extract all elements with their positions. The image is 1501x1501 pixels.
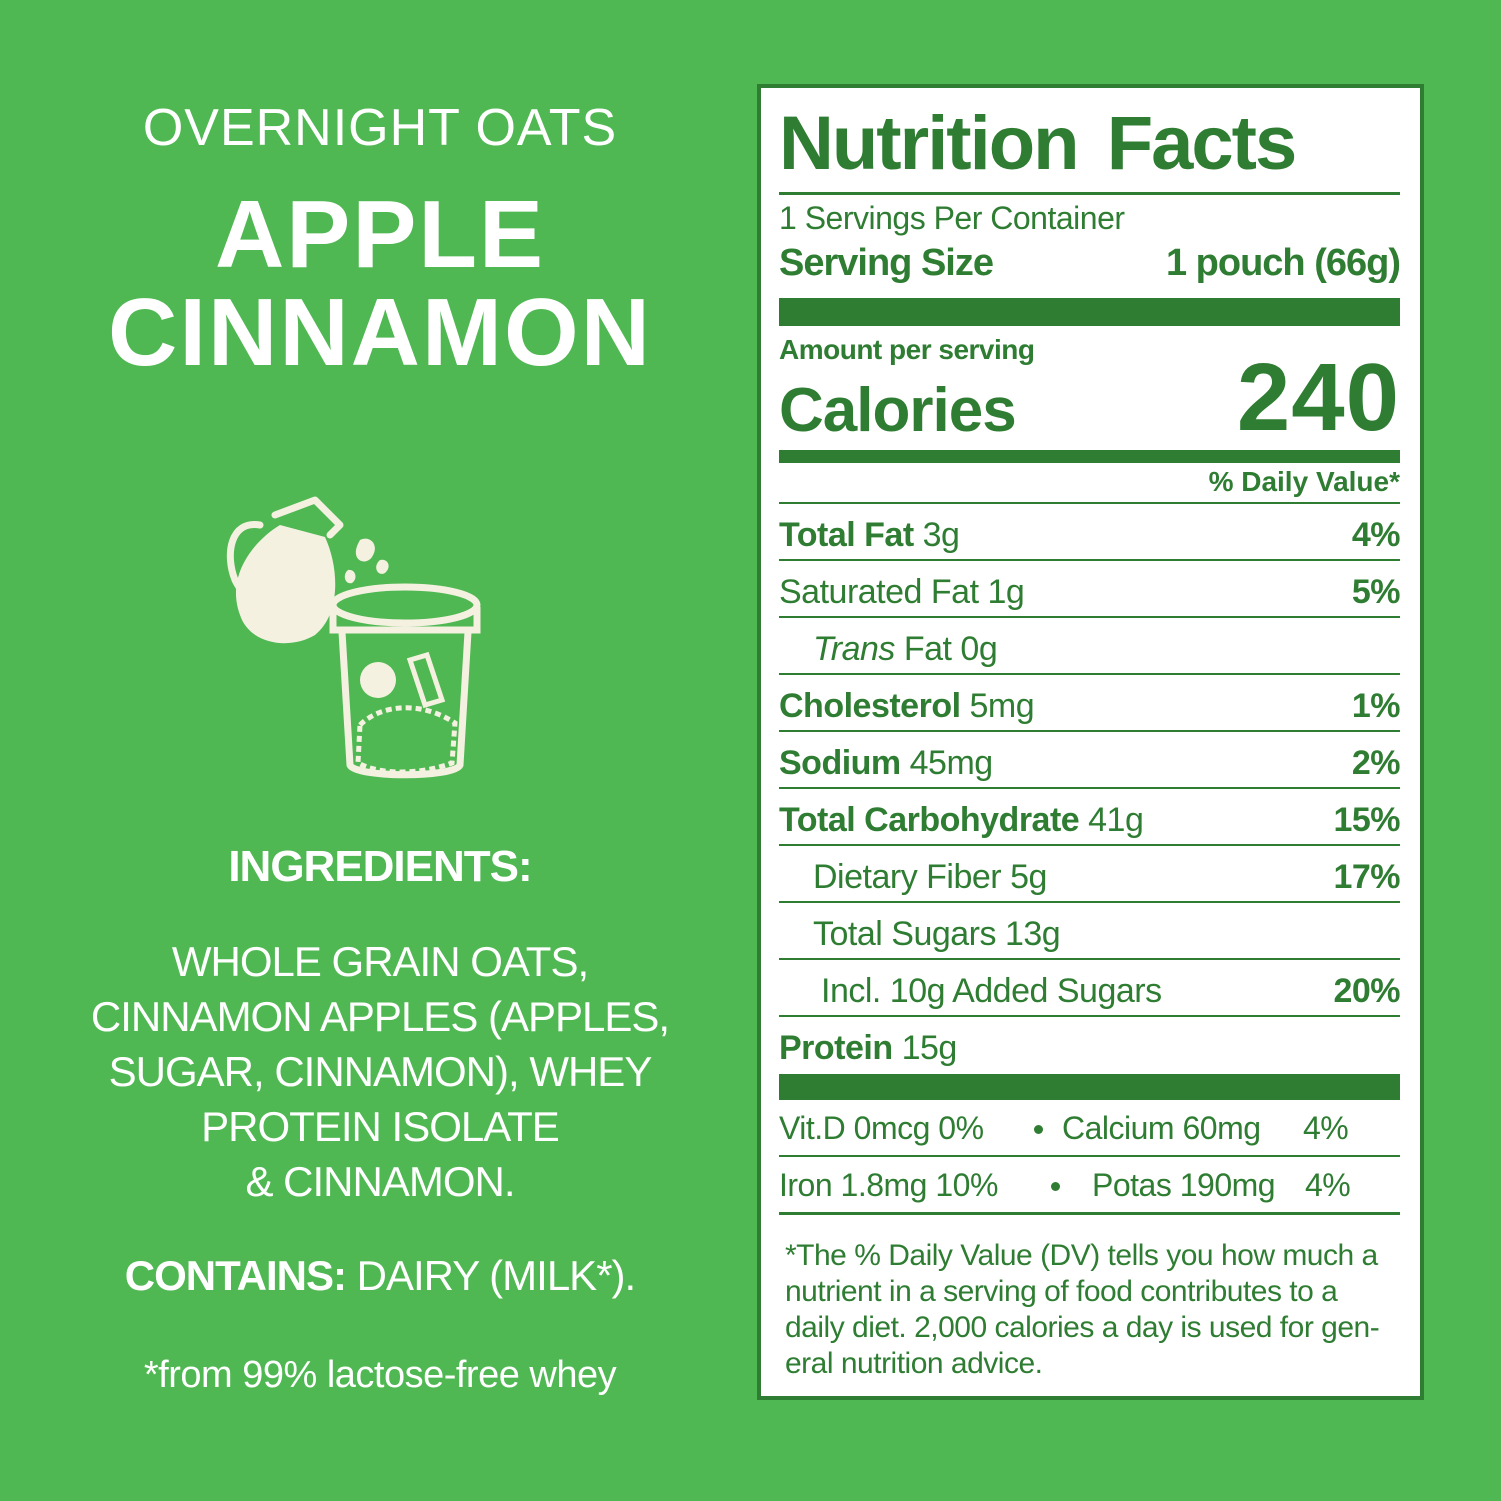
nutrient-name: Cholesterol <box>779 687 961 725</box>
ingredient-line: CINNAMON APPLES (APPLES, <box>90 993 670 1040</box>
nutrient-name: Saturated Fat <box>779 573 979 611</box>
micronutrient-amount: 0mcg <box>853 1110 931 1146</box>
nutrient-dv: 20% <box>1333 972 1400 1010</box>
nutrient-name: Dietary Fiber <box>813 858 1002 896</box>
nutrient-row: Saturated Fat 1g 5% <box>779 561 1401 618</box>
nutrient-name: Total Carbohydrate <box>779 801 1080 839</box>
footnote-line: nutrient in a serving of food contribute… <box>785 1275 1338 1308</box>
bullet <box>1051 1182 1060 1191</box>
nutrient-amount: 45mg <box>909 744 994 782</box>
ingredient-line: WHOLE GRAIN OATS, <box>171 938 589 985</box>
dv-header: % Daily Value* <box>779 466 1400 504</box>
micronutrient-amount: 1.8mg <box>840 1167 928 1203</box>
micronutrient-dv: 10% <box>935 1167 998 1203</box>
product-icon <box>226 496 481 779</box>
thick-rule <box>779 298 1400 326</box>
nutrient-amount: 13g <box>1004 915 1061 953</box>
micronutrient: Potas 190mg <box>1092 1157 1276 1213</box>
nutrient-row: Dietary Fiber 5g 17% <box>779 846 1400 903</box>
nutrient-amount: 15g <box>901 1029 958 1067</box>
micronutrient-dv: 0% <box>938 1110 984 1146</box>
nutrition-title: Nutrition Facts <box>779 96 1400 195</box>
micronutrients: Vit.D 0mcg 0% Calcium 60mg 4% Iron 1.8mg… <box>779 1100 1400 1215</box>
nutrient-amount: 5mg <box>969 687 1035 725</box>
micronutrient-dv: 4% <box>1303 1110 1349 1146</box>
nutrient-row: Total Fat 3g 4% <box>779 504 1401 561</box>
nutrient-amount: 3g <box>922 516 960 554</box>
nutrient-row: Total Sugars 13g <box>779 903 1400 960</box>
product-line: OVERNIGHT OATS <box>142 99 618 157</box>
nutrition-panel: Nutrition Facts 1 Servings Per Container… <box>757 84 1424 1400</box>
nutrient-row: Total Carbohydrate 41g 15% <box>779 789 1400 846</box>
ingredient-line: & CINNAMON. <box>245 1158 515 1205</box>
calories-value: 240 <box>1236 344 1400 451</box>
nutrient-rows: Total Fat 3g 4% Saturated Fat 1g 5% Trans … <box>779 504 1401 1072</box>
thick-rule <box>779 1074 1400 1100</box>
nutrient-row: Sodium 45mg 2% <box>779 732 1401 789</box>
nutrient-row: Incl. 10g Added Sugars 20% <box>779 960 1400 1017</box>
micronutrient: Vit.D 0mcg 0% <box>779 1100 984 1156</box>
contains-text: DAIRY (MILK*). <box>356 1252 637 1299</box>
micronutrient-name: Iron <box>779 1167 833 1203</box>
nutrient-row: Protein 15g <box>779 1017 1400 1072</box>
calories: Calories 240 <box>779 350 1400 446</box>
serving-size-label: Serving Size <box>779 242 994 284</box>
footnote-line: *The % Daily Value (DV) tells you how mu… <box>785 1239 1378 1272</box>
nutrient-name: Total Fat <box>779 516 914 554</box>
micronutrient-name: Calcium <box>1062 1110 1175 1146</box>
calories-label: Calories <box>779 376 1017 445</box>
footnote-line: daily diet. 2,000 calories a day is used… <box>785 1311 1380 1344</box>
bullet <box>1034 1125 1043 1134</box>
micronutrient: Calcium 60mg <box>1062 1100 1261 1156</box>
ingredient-line: PROTEIN ISOLATE <box>201 1103 560 1150</box>
nutrient-dv: 4% <box>1351 516 1401 554</box>
micronutrient-row: Iron 1.8mg 10% Potas 190mg 4% <box>779 1157 1400 1215</box>
micronutrient-amount: 190mg <box>1179 1167 1276 1203</box>
ingredients-heading: INGREDIENTS: <box>228 842 532 891</box>
nutrient-name-italic: Trans <box>813 630 895 668</box>
medium-rule <box>779 450 1400 463</box>
serving-size: Serving Size 1 pouch (66g) <box>779 242 1401 285</box>
contains: CONTAINS: DAIRY (MILK*). <box>0 1252 760 1300</box>
nutrient-name: Total Sugars <box>813 915 997 953</box>
nutrient-row: Cholesterol 5mg 1% <box>779 675 1401 732</box>
nutrient-dv: 15% <box>1333 801 1400 839</box>
nutrient-name: Protein <box>779 1029 893 1067</box>
nutrient-dv: 17% <box>1333 858 1400 896</box>
contains-label: CONTAINS: <box>124 1252 347 1299</box>
nutrient-amount: 0g <box>960 630 998 668</box>
micronutrient-amount: 60mg <box>1182 1110 1261 1146</box>
servings: 1 Servings Per Container <box>779 200 1125 236</box>
product-flavor: CINNAMON <box>108 279 652 386</box>
nutrient-name: Fat <box>903 630 952 668</box>
nutrient-amount: 5g <box>1010 858 1047 896</box>
micronutrient-dv: 4% <box>1305 1167 1351 1203</box>
amount-per-serving: Amount per serving <box>779 334 1035 365</box>
dv-footnote: *The % Daily Value (DV) tells you how mu… <box>785 1238 1400 1382</box>
micronutrient-name: Vit.D <box>779 1110 846 1146</box>
micronutrient-row: Vit.D 0mcg 0% Calcium 60mg 4% <box>779 1100 1400 1157</box>
nutrient-name: Sodium <box>779 744 901 782</box>
nutrient-dv: 2% <box>1351 744 1401 782</box>
serving-size-value: 1 pouch (66g) <box>1165 242 1401 284</box>
micronutrient-name: Potas <box>1092 1167 1172 1203</box>
footnote-line: eral nutrition advice. <box>785 1347 1043 1380</box>
product-flavor: APPLE <box>214 181 546 288</box>
micronutrient: Iron 1.8mg 10% <box>779 1157 998 1213</box>
nutrient-row: Trans Fat 0g <box>779 618 1400 675</box>
nutrient-amount: 41g <box>1088 801 1144 839</box>
nutrient-amount: 1g <box>987 573 1025 611</box>
ingredients-footnote: *from 99% lactose-free whey <box>143 1354 617 1396</box>
ingredient-line: SUGAR, CINNAMON), WHEY <box>108 1048 653 1095</box>
nutrient-name: Incl. 10g Added Sugars <box>821 972 1162 1010</box>
nutrient-dv: 1% <box>1351 687 1401 725</box>
nutrient-dv: 5% <box>1351 573 1401 611</box>
